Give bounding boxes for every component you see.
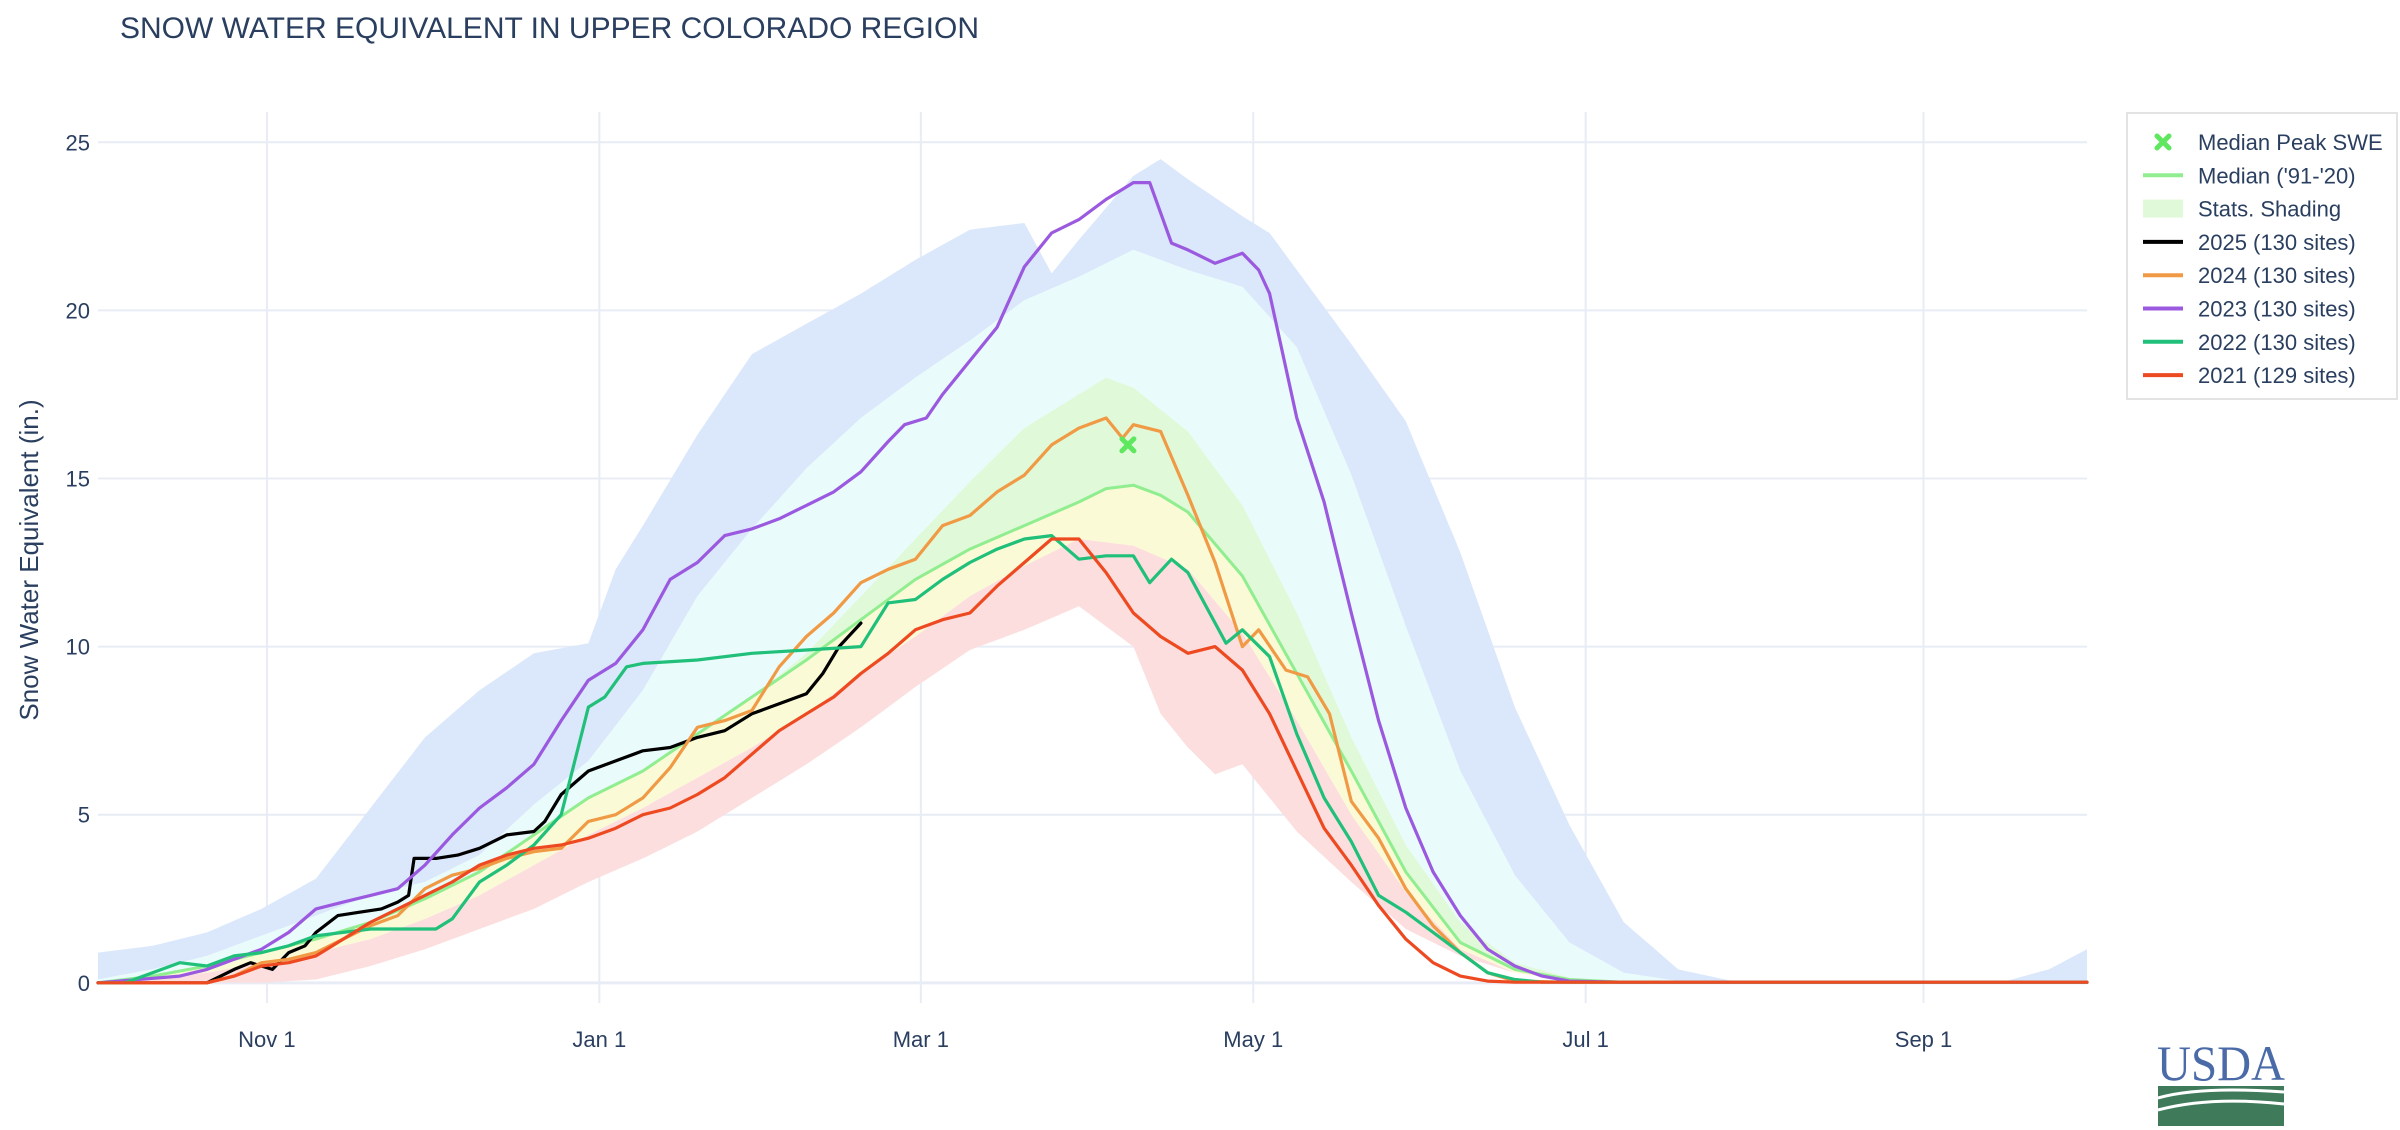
chart-title: SNOW WATER EQUIVALENT IN UPPER COLORADO … bbox=[120, 12, 979, 45]
legend-label: 2025 (130 sites) bbox=[2198, 230, 2356, 255]
y-axis-title: Snow Water Equivalent (in.) bbox=[14, 399, 44, 720]
series-line bbox=[96, 533, 2089, 985]
x-tick-label: Sep 1 bbox=[1895, 1027, 1953, 1052]
legend-label: 2022 (130 sites) bbox=[2198, 330, 2356, 355]
series-lines bbox=[96, 181, 2089, 985]
legend-label: 2024 (130 sites) bbox=[2198, 263, 2356, 288]
y-tick-label: 0 bbox=[78, 971, 90, 996]
series-line bbox=[96, 537, 2089, 985]
x-tick-label: May 1 bbox=[1223, 1027, 1283, 1052]
legend-label: 2021 (129 sites) bbox=[2198, 363, 2356, 388]
usda-logo-text: USDA bbox=[2157, 1035, 2285, 1091]
series-line bbox=[96, 416, 2089, 985]
median-peak bbox=[1119, 436, 1137, 454]
y-tick-label: 25 bbox=[66, 130, 90, 155]
legend-swatch bbox=[2143, 199, 2183, 218]
usda-logo: USDA bbox=[2157, 1035, 2285, 1126]
x-tick-label: Jul 1 bbox=[1562, 1027, 1608, 1052]
legend-label: Stats. Shading bbox=[2198, 197, 2341, 222]
x-tick-label: Mar 1 bbox=[893, 1027, 949, 1052]
stats-band bbox=[98, 159, 2087, 982]
legend-label: Median Peak SWE bbox=[2198, 130, 2383, 155]
legend-label: 2023 (130 sites) bbox=[2198, 297, 2356, 322]
series-line bbox=[96, 181, 2089, 985]
x-axis-ticks: Nov 1 Jan 1 Mar 1 May 1 Jul 1 Sep 1 bbox=[238, 1027, 1952, 1052]
stats-bands bbox=[98, 159, 2087, 983]
legend-items: Median Peak SWE Median ('91-'20) Stats. Sh… bbox=[2143, 130, 2383, 388]
legend: Median Peak SWE Median ('91-'20) Stats. Sh… bbox=[2126, 112, 2398, 400]
legend-marker bbox=[2154, 133, 2172, 151]
y-tick-label: 5 bbox=[78, 803, 90, 828]
y-axis-ticks: 0 5 10 15 20 25 bbox=[66, 130, 90, 996]
usda-logo-stripe-2 bbox=[2157, 1099, 2285, 1112]
y-tick-label: 20 bbox=[66, 298, 90, 323]
series-line bbox=[96, 621, 863, 985]
y-tick-label: 15 bbox=[66, 466, 90, 491]
legend-label: Median ('91-'20) bbox=[2198, 163, 2356, 188]
legend-box bbox=[2126, 112, 2398, 400]
y-tick-label: 10 bbox=[66, 635, 90, 660]
x-tick-label: Nov 1 bbox=[238, 1027, 295, 1052]
x-tick-label: Jan 1 bbox=[572, 1027, 626, 1052]
stats-band bbox=[98, 539, 2087, 983]
usda-logo-stripe-1 bbox=[2157, 1088, 2285, 1100]
median-peak-marker bbox=[1119, 436, 1137, 454]
